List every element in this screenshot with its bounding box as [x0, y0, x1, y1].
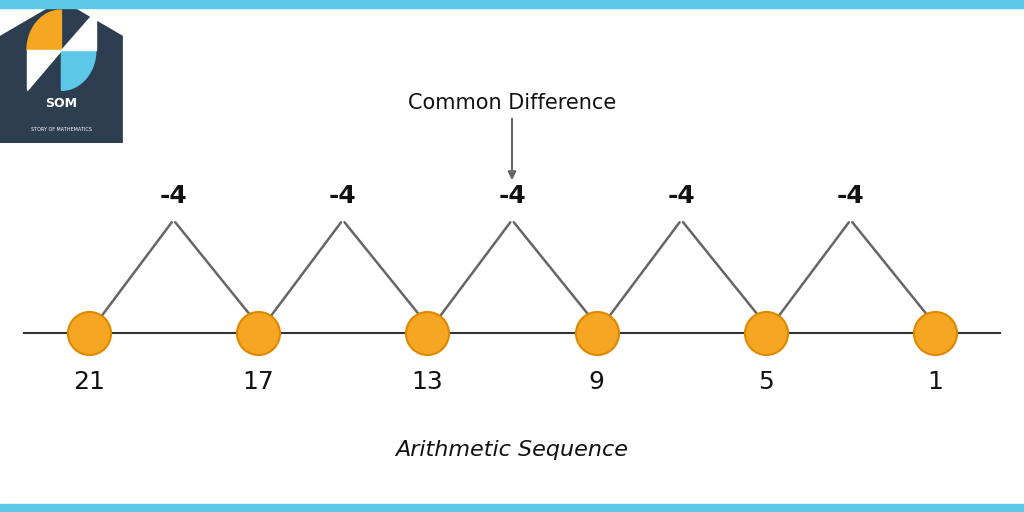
Text: -4: -4	[160, 184, 187, 208]
Point	[927, 329, 943, 337]
Text: Arithmetic Sequence: Arithmetic Sequence	[395, 440, 629, 460]
Text: Common Difference: Common Difference	[408, 93, 616, 178]
Text: -4: -4	[837, 184, 864, 208]
Text: 1: 1	[928, 370, 943, 394]
Text: SOM: SOM	[45, 97, 78, 110]
Text: 21: 21	[73, 370, 104, 394]
Polygon shape	[61, 50, 96, 90]
Point	[250, 329, 266, 337]
Polygon shape	[27, 10, 61, 50]
Polygon shape	[61, 10, 96, 50]
Point	[81, 329, 97, 337]
Point	[419, 329, 435, 337]
Text: STORY OF MATHEMATICS: STORY OF MATHEMATICS	[31, 126, 92, 132]
Text: 17: 17	[243, 370, 274, 394]
Text: 5: 5	[758, 370, 774, 394]
Polygon shape	[0, 0, 123, 143]
Point	[758, 329, 774, 337]
Point	[589, 329, 605, 337]
Text: 13: 13	[412, 370, 443, 394]
Text: -4: -4	[329, 184, 356, 208]
Text: -4: -4	[498, 184, 526, 208]
Polygon shape	[27, 50, 61, 90]
Text: 9: 9	[589, 370, 604, 394]
Text: -4: -4	[668, 184, 695, 208]
